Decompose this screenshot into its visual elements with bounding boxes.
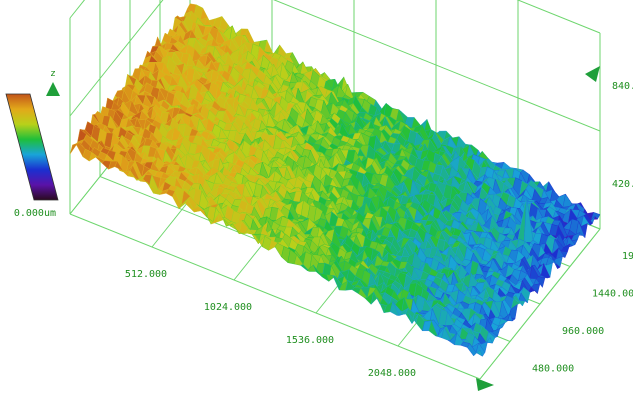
floor-gridline: [69, 213, 481, 380]
x-tick-label: 2048.000: [368, 368, 416, 379]
y-tick-label: 1440.000: [592, 289, 633, 300]
left-wall-gridline: [69, 0, 164, 117]
colorbar-min-label: 0.000um: [14, 208, 56, 219]
floor-edge: [479, 228, 601, 380]
back-wall-gridline: [516, 0, 601, 34]
y-axis-arrow: [585, 66, 600, 82]
z-tick-label: 840.000um: [612, 81, 633, 92]
axis-arrows: z: [46, 66, 600, 391]
y-tick-label: 960.000: [562, 326, 604, 337]
x-axis-arrow: [476, 378, 494, 391]
x-tick-label: 1536.000: [286, 335, 334, 346]
back-wall-gridline: [273, 0, 601, 132]
y-tick-label: 1920.000um: [622, 251, 633, 262]
z-axis-arrow: [46, 82, 60, 96]
x-tick-label: 1024.000: [204, 302, 252, 313]
colorbar-scale: [5, 93, 59, 201]
z-axis-name: z: [51, 69, 56, 79]
x-tick-label: 512.000: [125, 269, 167, 280]
axis-labels: 0.000um512.0001024.0001536.0002048.00025…: [14, 81, 633, 379]
y-tick-label: 480.000: [532, 364, 574, 375]
colorbar: [5, 93, 59, 201]
surface-mesh: [69, 3, 601, 357]
z-tick-label: 420.000: [612, 179, 633, 190]
surface-cell: [473, 349, 483, 357]
